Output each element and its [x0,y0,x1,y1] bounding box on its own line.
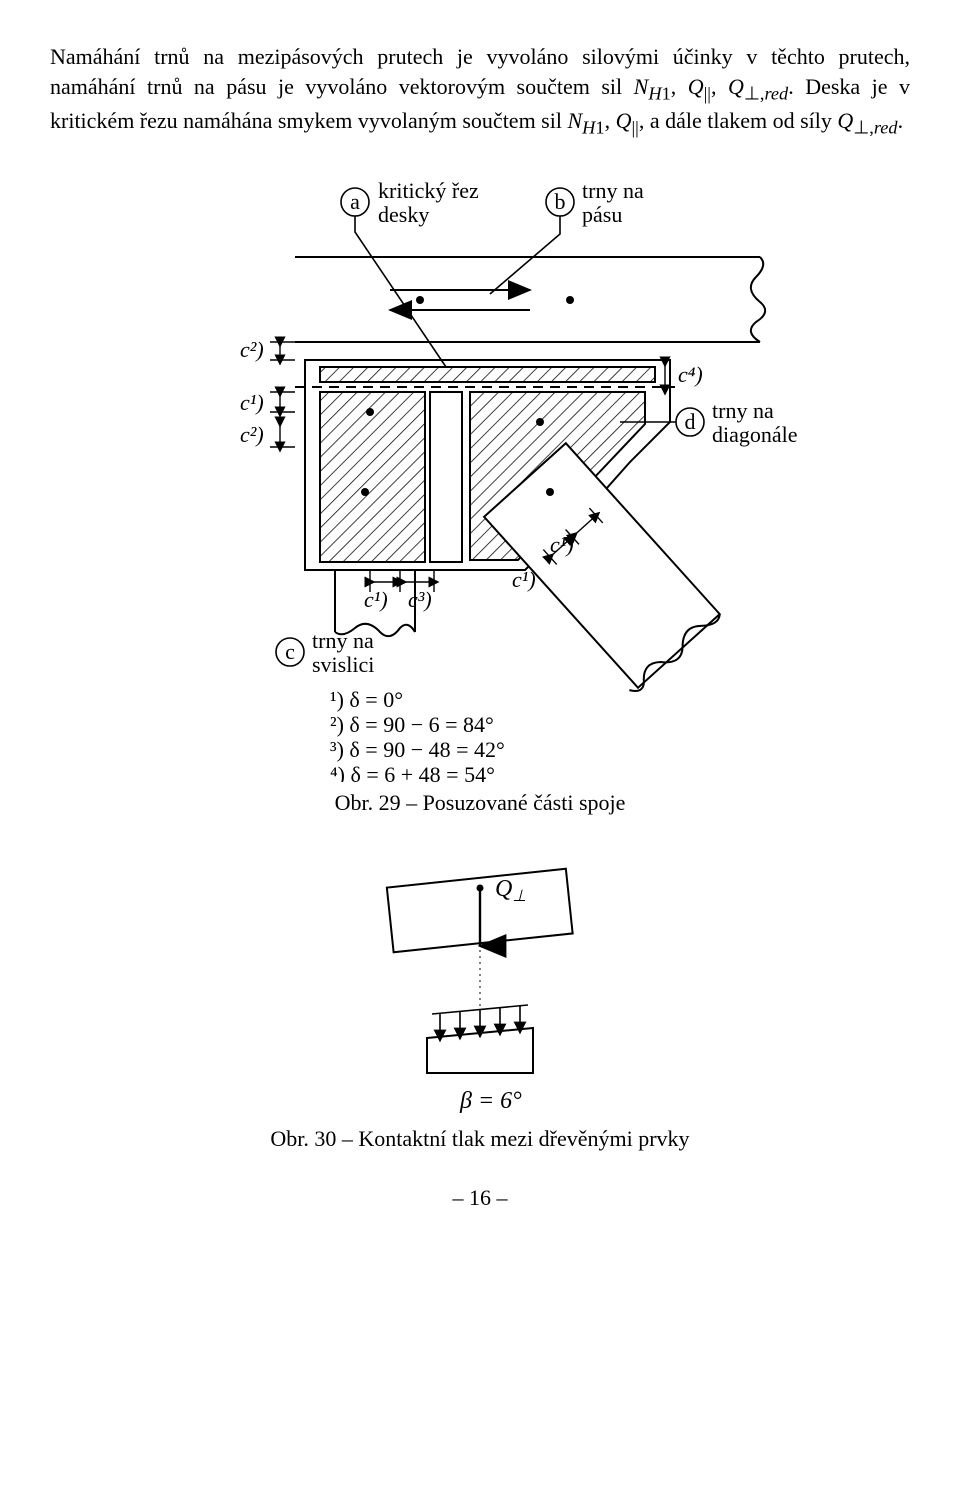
label-d-text: trny na diagonále [712,398,798,447]
top-chord [295,257,765,342]
figure-29-caption: Obr. 29 – Posuzované části spoje [335,788,626,818]
label-b-letter: b [555,189,566,214]
intro-paragraph: Namáhání trnů na mezipásových prutech je… [50,42,910,140]
dim-c1-diag1-text: c¹) [512,567,536,592]
figure-29-svg: a kritický řez desky b trny na pásu d [120,162,840,782]
vertical-member [320,392,425,562]
dim-c2-left-text: c²) [240,422,264,447]
dim-c1-left-text: c¹) [240,390,264,415]
dim-c2-left [270,422,295,447]
figure-30: Q⊥ β = 6° Obr. 30 – Kontaktní tlak mezi … [50,858,910,1154]
note-3: ³) δ = 90 − 48 = 42° [330,737,505,762]
label-d-letter: d [685,409,696,434]
dim-c2-top [270,342,295,360]
dim-c3-bottom-text: c³) [408,587,432,612]
dim-c1-bottom-text: c¹) [364,587,388,612]
dim-c2-top-text: c²) [240,337,264,362]
lower-block [427,1028,533,1073]
note-1: ¹) δ = 0° [330,687,403,712]
label-b-text: trny na pásu [582,178,649,227]
label-a-text: kritický řez desky [378,178,484,227]
beta-label: β = 6° [459,1088,522,1114]
dim-c1-left [270,392,295,412]
note-4: ⁴) δ = 6 + 48 = 54° [330,762,495,782]
page-number: – 16 – [50,1183,910,1213]
shear-arrows [390,290,530,310]
dim-c4-text: c⁴) [678,362,703,387]
label-c-letter: c [285,639,295,664]
figure-30-svg: Q⊥ β = 6° [330,858,630,1118]
hatch-top-strip [320,367,655,382]
label-c-text: trny na svislici [312,628,379,677]
label-a-letter: a [350,189,360,214]
dim-c1-diag2-text: c¹) [550,532,574,557]
figure-29: a kritický řez desky b trny na pásu d [50,162,910,818]
q-arrow-dot [477,884,484,891]
figure-30-caption: Obr. 30 – Kontaktní tlak mezi dřevěnými … [270,1124,689,1154]
note-2: ²) δ = 90 − 6 = 84° [330,712,494,737]
plate-web [430,392,462,562]
